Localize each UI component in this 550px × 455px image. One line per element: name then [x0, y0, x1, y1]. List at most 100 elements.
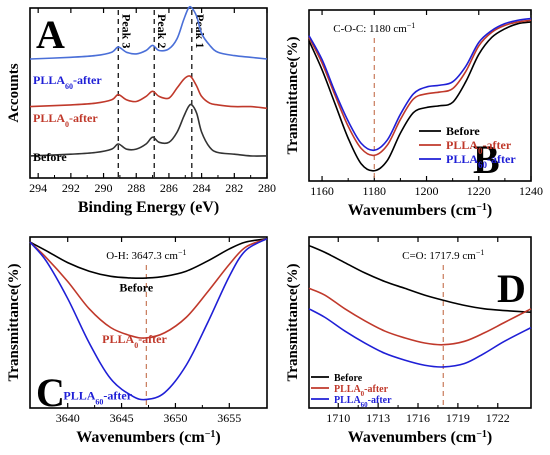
legend-label-suffix: -after	[483, 138, 512, 152]
panel-letter: B	[473, 137, 500, 182]
panel-d: 1710 1713 1716 1719 1722 Transmittance(%) Wave…	[285, 236, 532, 446]
curve-label: PLLA0-after	[102, 332, 167, 350]
series-line-2	[29, 103, 268, 157]
panel-letter: A	[36, 12, 65, 57]
x-axis-label-end: )	[487, 202, 492, 219]
peak-annotation-sup: −1	[407, 21, 416, 30]
peak-annotation-main: C-O-C: 1180 cm	[333, 23, 407, 35]
x-axis-label-end: )	[215, 429, 220, 446]
legend-label-suffix: -after	[364, 384, 388, 395]
x-tick-label: 3645	[110, 411, 134, 425]
series-label-sub: 0	[65, 120, 69, 129]
legend-label-0: Before	[334, 373, 363, 384]
x-axis-label-sup: −1	[205, 429, 216, 440]
x-tick-label: 1719	[446, 411, 470, 425]
x-tick-label: 282	[225, 181, 243, 195]
legend-label-main: PLLA	[334, 395, 361, 406]
series-line-2	[29, 237, 268, 401]
x-axis-label-main: Wavenumbers (cm	[76, 429, 205, 446]
y-axis-label: Transmittance(%)	[6, 263, 22, 381]
peak-annotation: C=O: 1717.9 cm−1	[402, 248, 484, 263]
series-line-0	[308, 244, 532, 314]
x-tick-label: 286	[160, 181, 178, 195]
x-tick-label: 1180	[363, 184, 387, 198]
curve-label-main: PLLA	[102, 332, 134, 346]
series-label: Before	[33, 150, 67, 164]
x-axis-label-sup: −1	[476, 429, 487, 440]
series-line-0	[29, 237, 268, 280]
legend-label-main: PLLA	[446, 138, 478, 152]
series-line-0	[308, 21, 532, 172]
peak-annotation-main: O-H: 3647.3 cm	[106, 250, 178, 262]
panel-c: 3640 3645 3650 3655 Transmittance(%) Wavenumb…	[6, 236, 268, 447]
series-line-1	[308, 287, 532, 346]
x-tick-label: 1716	[406, 411, 430, 425]
legend-label-2: PLLA60-after	[334, 395, 392, 409]
x-tick-label: 3655	[217, 411, 241, 425]
legend-label-sub: 60	[478, 160, 488, 170]
x-axis-label-main: Wavenumbers (cm	[348, 202, 477, 219]
x-tick-label: 290	[95, 181, 113, 195]
x-axis-label: Wavenumbers (cm−1)	[348, 202, 492, 220]
series-line-2	[308, 17, 532, 152]
legend-label-sub: 60	[361, 401, 369, 409]
series-label-suffix: -after	[69, 111, 98, 125]
plot-frame	[29, 7, 268, 179]
panel-b: 1160 1180 1200 1220 1240 Transmittance(%) Wave…	[285, 9, 543, 220]
x-tick-label: 280	[258, 181, 276, 195]
curve-label-suffix: -after	[138, 332, 167, 346]
curve-label-main: Before	[119, 281, 153, 295]
series-label-main: PLLA	[33, 111, 65, 125]
series-label-sub: 60	[65, 82, 73, 91]
legend-label-suffix: -after	[487, 152, 516, 166]
x-tick-label: 1722	[486, 411, 510, 425]
peak-label: Peak 3	[119, 14, 133, 48]
curve-label-sub: 0	[134, 341, 138, 350]
series-label: PLLA60-after	[33, 73, 102, 91]
x-tick-label: 1200	[415, 184, 439, 198]
panel-letter: D	[497, 266, 526, 311]
curve-label: PLLA60-after	[63, 388, 132, 406]
curve-label: Before	[119, 281, 153, 295]
x-tick-label: 292	[62, 181, 80, 195]
series-line-2	[308, 308, 532, 368]
x-axis-label-main: Wavenumbers (cm	[348, 429, 477, 446]
legend-label-main: Before	[446, 124, 480, 138]
y-axis-label: Transmittance(%)	[285, 263, 301, 381]
series-line-1	[308, 19, 532, 157]
peak-annotation-sup: −1	[178, 248, 187, 257]
legend-label-main: PLLA	[446, 152, 478, 166]
peak-annotation-sup: −1	[476, 248, 485, 257]
series-line-1	[29, 237, 268, 339]
x-tick-label: 284	[193, 181, 211, 195]
x-tick-label: 1220	[467, 184, 491, 198]
plot-frame	[308, 9, 532, 182]
legend-label-main: Before	[334, 373, 363, 384]
legend-label-sub: 0	[478, 146, 483, 156]
x-axis-label-sup: −1	[476, 202, 487, 213]
peak-label: Peak 2	[155, 14, 169, 48]
panel-letter: C	[36, 370, 65, 415]
legend-label-sub: 0	[361, 390, 365, 398]
peak-annotation-main: C=O: 1717.9 cm	[402, 250, 476, 262]
legend-label-0: Before	[446, 124, 480, 138]
x-axis-label: Wavenumbers (cm−1)	[76, 429, 220, 447]
legend-label-2: PLLA60-after	[446, 152, 516, 170]
x-tick-label: 3650	[163, 411, 187, 425]
peak-annotation: O-H: 3647.3 cm−1	[106, 248, 186, 263]
y-axis-label: Transmittance(%)	[285, 36, 301, 154]
series-label-main: PLLA	[33, 73, 65, 87]
x-tick-label: 288	[127, 181, 145, 195]
series-line-0	[29, 5, 268, 60]
panel-a: 294 292 290 288 286 284 282 280 Accounts Binding …	[6, 5, 276, 216]
peak-annotation: C-O-C: 1180 cm−1	[333, 21, 415, 36]
x-axis-label-end: )	[487, 429, 492, 446]
series-label-main: Before	[33, 150, 67, 164]
legend-label-1: PLLA0-after	[334, 384, 389, 398]
legend-label-suffix: -after	[368, 395, 392, 406]
x-axis-label: Binding Energy (eV)	[78, 199, 219, 216]
x-tick-label: 1713	[366, 411, 390, 425]
x-tick-label: 3640	[56, 411, 80, 425]
